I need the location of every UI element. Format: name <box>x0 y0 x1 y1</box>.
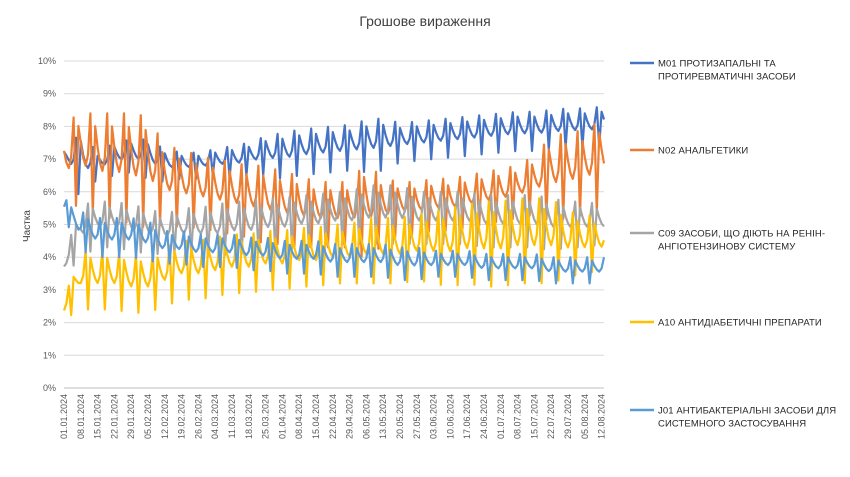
x-tick-label: 24.06.2024 <box>479 394 489 439</box>
legend-item: J01 АНТИБАКТЕРІАЛЬНІ ЗАСОБИ ДЛЯ СИСТЕМНОГ… <box>630 406 836 430</box>
x-tick-label: 15.04.2024 <box>311 394 321 439</box>
y-tick-label: 9% <box>43 89 56 99</box>
x-tick-label: 29.01.2024 <box>126 394 136 439</box>
y-axis-ticks: 0% 1% 2% 3% 4% 5% 6% 7% 8% 9% 10% <box>38 56 56 393</box>
x-tick-label: 20.05.2024 <box>395 394 405 439</box>
x-tick-label: 01.07.2024 <box>496 394 506 439</box>
legend-label: M01 ПРОТИЗАПАЛЬНІ ТА ПРОТИРЕВМАТИЧНІ ЗАСО… <box>658 59 796 83</box>
x-tick-label: 26.02.2024 <box>193 394 203 439</box>
x-tick-label: 05.08.2024 <box>580 394 590 439</box>
series-line <box>63 106 606 196</box>
x-tick-label: 08.01.2024 <box>76 394 86 439</box>
legend-label: A10 АНТИДІАБЕТИЧНІ ПРЕПАРАТИ <box>658 318 822 329</box>
y-tick-label: 2% <box>43 318 56 328</box>
legend: M01 ПРОТИЗАПАЛЬНІ ТА ПРОТИРЕВМАТИЧНІ ЗАСО… <box>630 59 836 430</box>
x-tick-label: 25.03.2024 <box>261 394 271 439</box>
series-line <box>62 199 606 285</box>
chart-title: Грошове вираження <box>359 13 490 29</box>
x-tick-label: 12.08.2024 <box>597 394 607 439</box>
legend-item: M01 ПРОТИЗАПАЛЬНІ ТА ПРОТИРЕВМАТИЧНІ ЗАСО… <box>630 59 796 83</box>
series-lines <box>62 106 606 317</box>
x-tick-label: 12.02.2024 <box>160 394 170 439</box>
x-tick-label: 01.01.2024 <box>59 394 69 439</box>
legend-item: C09 ЗАСОБИ, ЩО ДІЮТЬ НА РЕНІН-АНГІОТЕНЗИ… <box>630 229 825 253</box>
y-tick-label: 7% <box>43 154 56 164</box>
x-tick-label: 05.02.2024 <box>143 394 153 439</box>
x-tick-label: 18.03.2024 <box>244 394 254 439</box>
x-tick-label: 04.03.2024 <box>210 394 220 439</box>
x-tick-label: 01.04.2024 <box>277 394 287 439</box>
y-tick-label: 1% <box>43 350 56 360</box>
x-tick-label: 08.07.2024 <box>513 394 523 439</box>
legend-label: N02 АНАЛЬГЕТИКИ <box>658 146 748 157</box>
y-tick-label: 3% <box>43 285 56 295</box>
legend-label: J01 АНТИБАКТЕРІАЛЬНІ ЗАСОБИ ДЛЯ СИСТЕМНОГ… <box>658 406 836 430</box>
legend-item: A10 АНТИДІАБЕТИЧНІ ПРЕПАРАТИ <box>630 318 822 329</box>
x-tick-label: 29.04.2024 <box>345 394 355 439</box>
series-line <box>63 184 605 268</box>
x-tick-label: 19.02.2024 <box>177 394 187 439</box>
x-tick-label: 10.06.2024 <box>445 394 455 439</box>
legend-label: C09 ЗАСОБИ, ЩО ДІЮТЬ НА РЕНІН-АНГІОТЕНЗИ… <box>658 229 825 253</box>
x-tick-label: 22.07.2024 <box>546 394 556 439</box>
x-tick-label: 27.05.2024 <box>412 394 422 439</box>
y-tick-label: 10% <box>38 56 56 66</box>
x-tick-label: 08.04.2024 <box>294 394 304 439</box>
x-tick-label: 06.05.2024 <box>361 394 371 439</box>
x-tick-label: 13.05.2024 <box>378 394 388 439</box>
legend-item: N02 АНАЛЬГЕТИКИ <box>630 146 748 157</box>
y-tick-label: 5% <box>43 220 56 230</box>
y-tick-label: 6% <box>43 187 56 197</box>
x-tick-label: 15.01.2024 <box>93 394 103 439</box>
series-line <box>62 112 606 258</box>
x-tick-label: 22.04.2024 <box>328 394 338 439</box>
x-axis-ticks: 01.01.2024 08.01.2024 15.01.2024 22.01.2024… <box>59 394 607 439</box>
x-tick-label: 11.03.2024 <box>227 394 237 438</box>
y-axis-title: Частка <box>22 210 33 242</box>
x-tick-label: 29.07.2024 <box>563 394 573 439</box>
x-tick-label: 17.06.2024 <box>462 394 472 439</box>
y-tick-label: 0% <box>43 383 56 393</box>
y-tick-label: 4% <box>43 252 56 262</box>
y-tick-label: 8% <box>43 121 56 131</box>
x-tick-label: 03.06.2024 <box>429 394 439 439</box>
x-tick-label: 22.01.2024 <box>109 394 119 439</box>
x-tick-label: 15.07.2024 <box>529 394 539 439</box>
